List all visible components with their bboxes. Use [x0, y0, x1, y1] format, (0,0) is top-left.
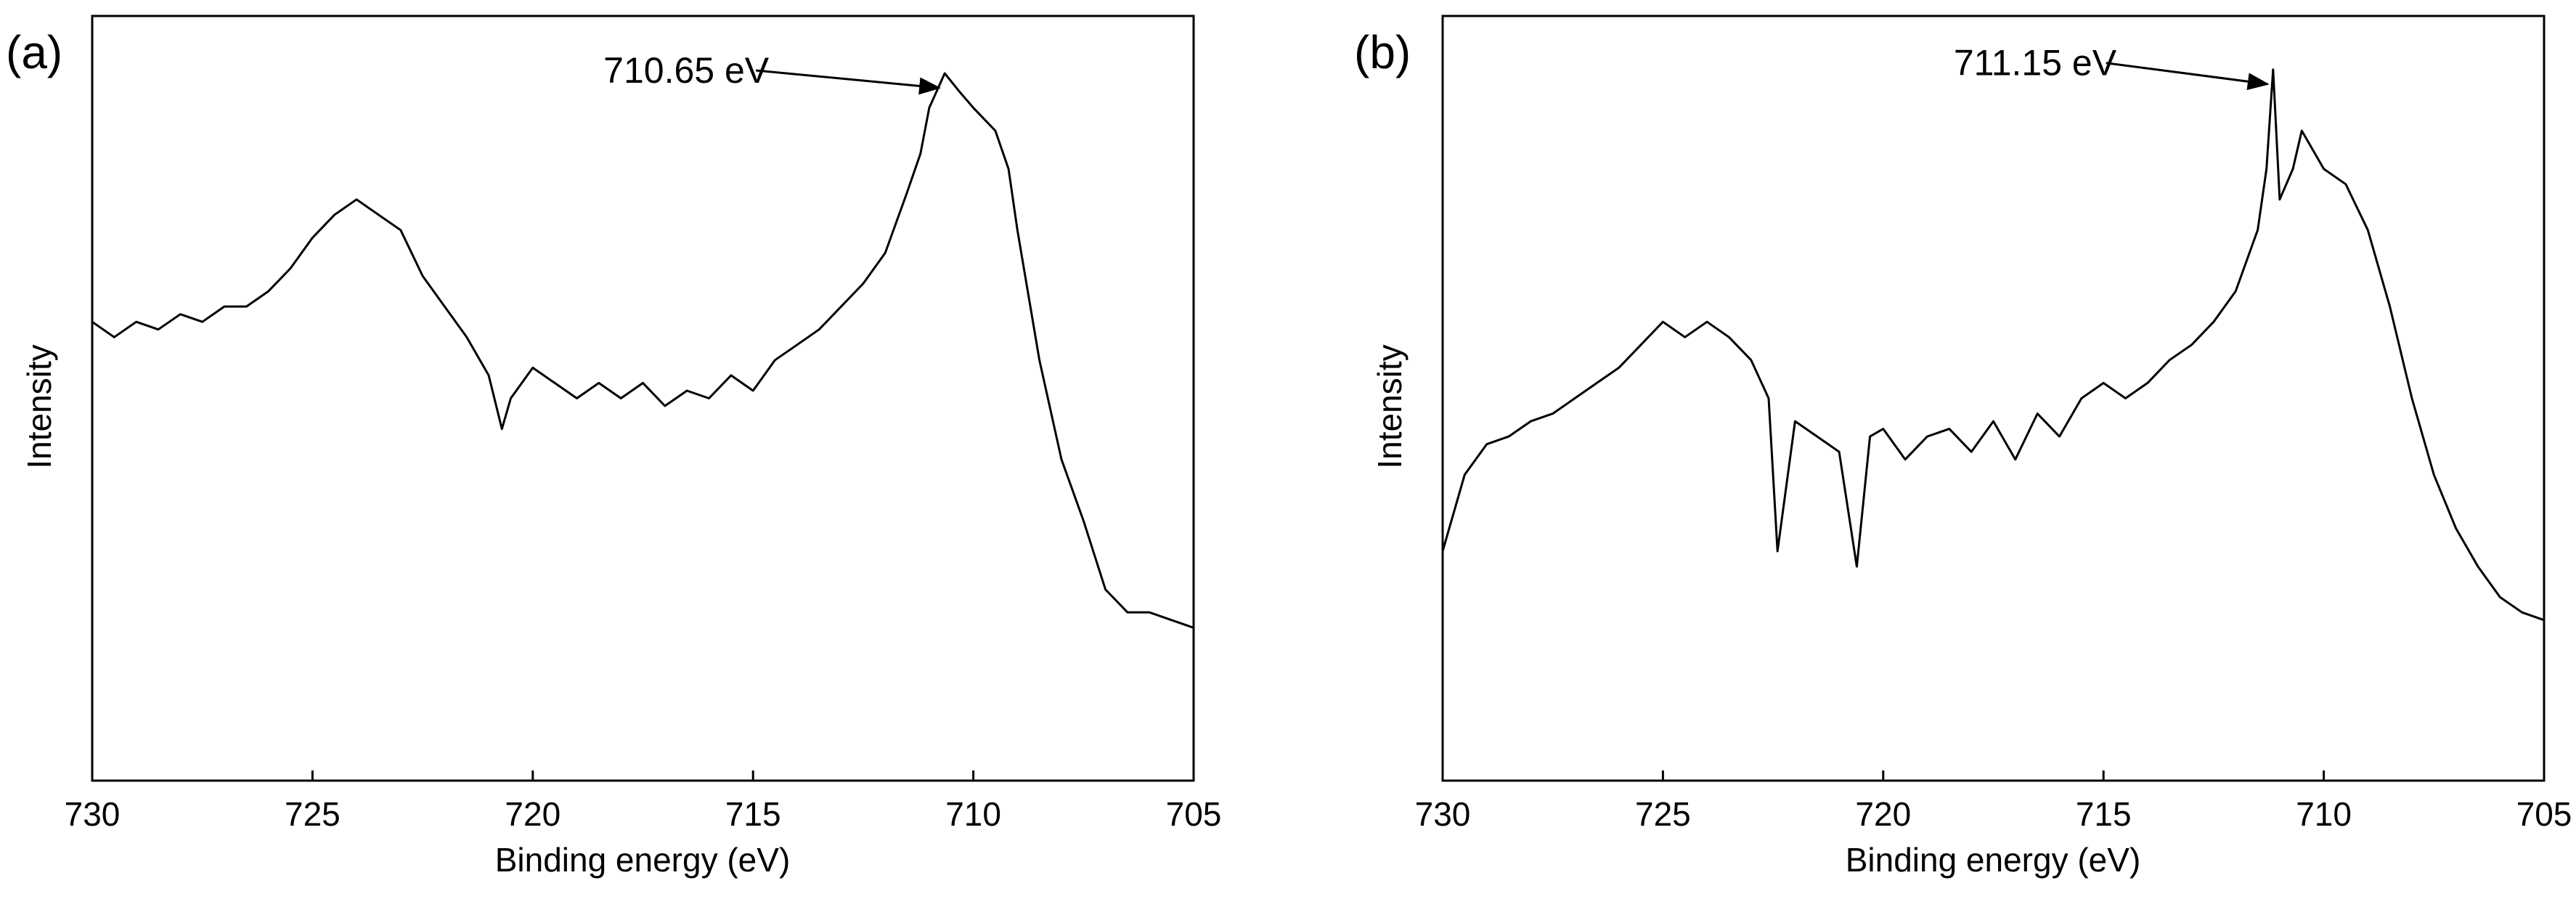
x-tick-labels: 730 725 720 715 710 705 — [1415, 795, 2572, 833]
x-tick-label: 730 — [1415, 795, 1471, 833]
plot-frame — [1441, 15, 2546, 782]
spectrum-line — [91, 72, 1194, 629]
panel-b: (b) 730 725 720 715 710 705 711.15 eV Binding… — [1354, 15, 2572, 879]
x-tick-label: 720 — [1855, 795, 1911, 833]
x-tick-label: 725 — [1635, 795, 1691, 833]
x-tick-labels: 730 725 720 715 710 705 — [65, 795, 1222, 833]
x-axis-label: Binding energy (eV) — [495, 841, 791, 879]
panel-label: (b) — [1354, 26, 1411, 78]
y-axis-label: Intensity — [20, 344, 58, 468]
x-ticks — [91, 770, 1195, 781]
annotation-arrow — [2106, 62, 2270, 91]
x-tick-label: 730 — [65, 795, 121, 833]
x-tick-label: 715 — [2076, 795, 2132, 833]
x-tick-label: 725 — [285, 795, 341, 833]
panel-a: (a) 730 725 720 715 710 705 710.65 eV Binding… — [6, 15, 1222, 879]
x-tick-label: 715 — [725, 795, 781, 833]
annotation-arrow — [756, 69, 942, 95]
annotation-label: 710.65 eV — [603, 50, 770, 91]
y-axis-label: Intensity — [1371, 344, 1409, 468]
x-tick-label: 705 — [2516, 795, 2572, 833]
x-tick-label: 710 — [945, 795, 1001, 833]
panel-label: (a) — [6, 26, 62, 78]
x-tick-label: 720 — [505, 795, 561, 833]
x-tick-label: 705 — [1166, 795, 1222, 833]
x-axis-label: Binding energy (eV) — [1846, 841, 2141, 879]
spectrum-line — [1441, 68, 2545, 622]
x-ticks — [1441, 770, 2546, 781]
annotation-label: 711.15 eV — [1954, 43, 2117, 84]
plot-frame — [91, 15, 1195, 782]
x-tick-label: 710 — [2296, 795, 2352, 833]
